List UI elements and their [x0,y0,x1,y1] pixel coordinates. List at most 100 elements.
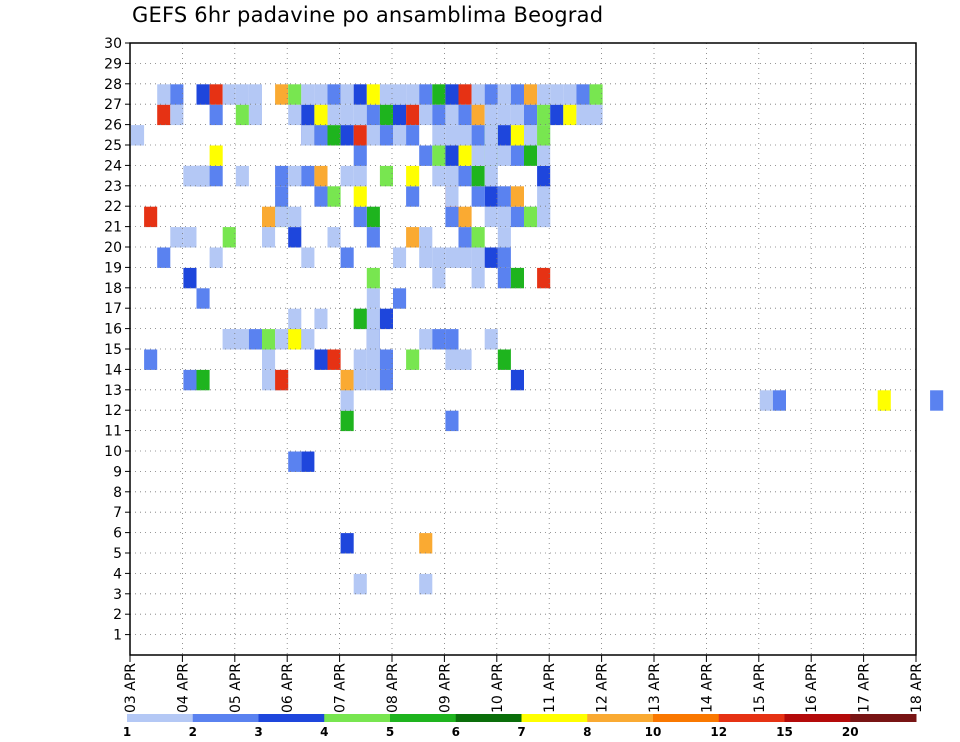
x-tick-label: 10 APR [490,663,506,713]
heatmap-cell [484,145,498,166]
heatmap-cell [353,145,367,166]
heatmap-cell [353,308,367,330]
heatmap-cell [445,349,459,370]
heatmap-cell [524,206,538,228]
heatmap-cell [445,165,459,187]
heatmap-cell [497,247,511,268]
y-tick-label: 6 [113,526,122,542]
heatmap-cell [235,329,249,350]
heatmap-cell [314,308,328,330]
y-tick-label: 3 [113,587,122,603]
heatmap-cell [157,247,171,268]
y-tick-label: 12 [104,403,122,419]
legend-label: 5 [386,725,394,739]
heatmap-cell [497,186,511,207]
heatmap-cell [524,125,538,146]
heatmap-cell [209,84,223,105]
y-tick-label: 5 [113,546,122,562]
heatmap-cell [275,206,289,228]
heatmap-cell [445,104,459,126]
heatmap-cell [340,104,354,126]
legend-swatch [784,714,851,722]
heatmap-cell [589,104,603,126]
heatmap-cell [248,329,262,350]
heatmap-cell [510,125,524,146]
heatmap-cell [353,186,367,207]
heatmap-cell [327,84,341,105]
heatmap-cell [445,206,459,228]
heatmap-cell [510,145,524,166]
heatmap-cell [353,573,367,595]
heatmap-cell [314,104,328,126]
heatmap-cell [406,165,420,187]
heatmap-cell [366,329,380,350]
legend-swatch [324,714,391,722]
heatmap-cell [471,125,485,146]
heatmap-cell [353,104,367,126]
heatmap-cell [484,165,498,187]
heatmap-cell [419,247,433,268]
y-tick-label: 15 [104,342,122,358]
y-tick-label: 21 [104,220,122,236]
y-tick-label: 1 [113,628,122,644]
heatmap-cell [379,165,393,187]
y-tick-label: 17 [104,301,122,317]
y-tick-label: 23 [104,179,122,195]
heatmap-cell [458,349,472,370]
y-tick-label: 18 [104,281,122,297]
y-tick-label: 4 [113,566,122,582]
heatmap-cell [379,308,393,330]
heatmap-cell [196,165,210,187]
heatmap-cells [131,84,944,595]
heatmap-cell [248,104,262,126]
heatmap-cell [327,104,341,126]
heatmap-cell [458,84,472,105]
heatmap-cell [366,288,380,309]
heatmap-cell [471,104,485,126]
heatmap-cell [301,104,315,126]
heatmap-cell [157,104,171,126]
heatmap-cell [458,247,472,268]
legend-swatch [258,714,325,722]
legend-swatch [653,714,720,722]
heatmap-cell [379,369,393,391]
heatmap-cell [353,165,367,187]
heatmap-cell [537,104,551,126]
heatmap-cell [445,84,459,105]
heatmap-cell [340,165,354,187]
heatmap-cell [379,349,393,370]
heatmap-cell [393,104,407,126]
heatmap-cell [537,145,551,166]
heatmap-cell [419,104,433,126]
heatmap-cell [759,390,773,411]
heatmap-cell [379,125,393,146]
heatmap-cell [157,84,171,105]
heatmap-cell [275,84,289,105]
heatmap-cell [209,247,223,268]
legend-label: 1 [123,725,131,739]
heatmap-cell [288,451,302,472]
heatmap-cell [288,104,302,126]
heatmap-cell [484,186,498,207]
y-tick-label: 10 [104,444,122,460]
heatmap-cell [445,186,459,207]
heatmap-cell [366,349,380,370]
heatmap-cell [537,186,551,207]
legend-label: 7 [517,725,525,739]
heatmap-cell [366,267,380,289]
legend-swatch [455,714,522,722]
x-tick-label: 05 APR [228,663,244,713]
heatmap-cell [406,125,420,146]
heatmap-cell [471,267,485,289]
heatmap-cell [144,349,158,370]
y-axis: 1234567891011121314151617181920212223242… [104,36,130,644]
x-tick-label: 14 APR [699,663,715,713]
heatmap-cell [235,165,249,187]
heatmap-cell [406,349,420,370]
x-tick-label: 18 APR [909,663,925,713]
heatmap-cell [288,227,302,248]
heatmap-cell [471,247,485,268]
legend-swatch [192,714,259,722]
y-tick-label: 16 [104,322,122,338]
